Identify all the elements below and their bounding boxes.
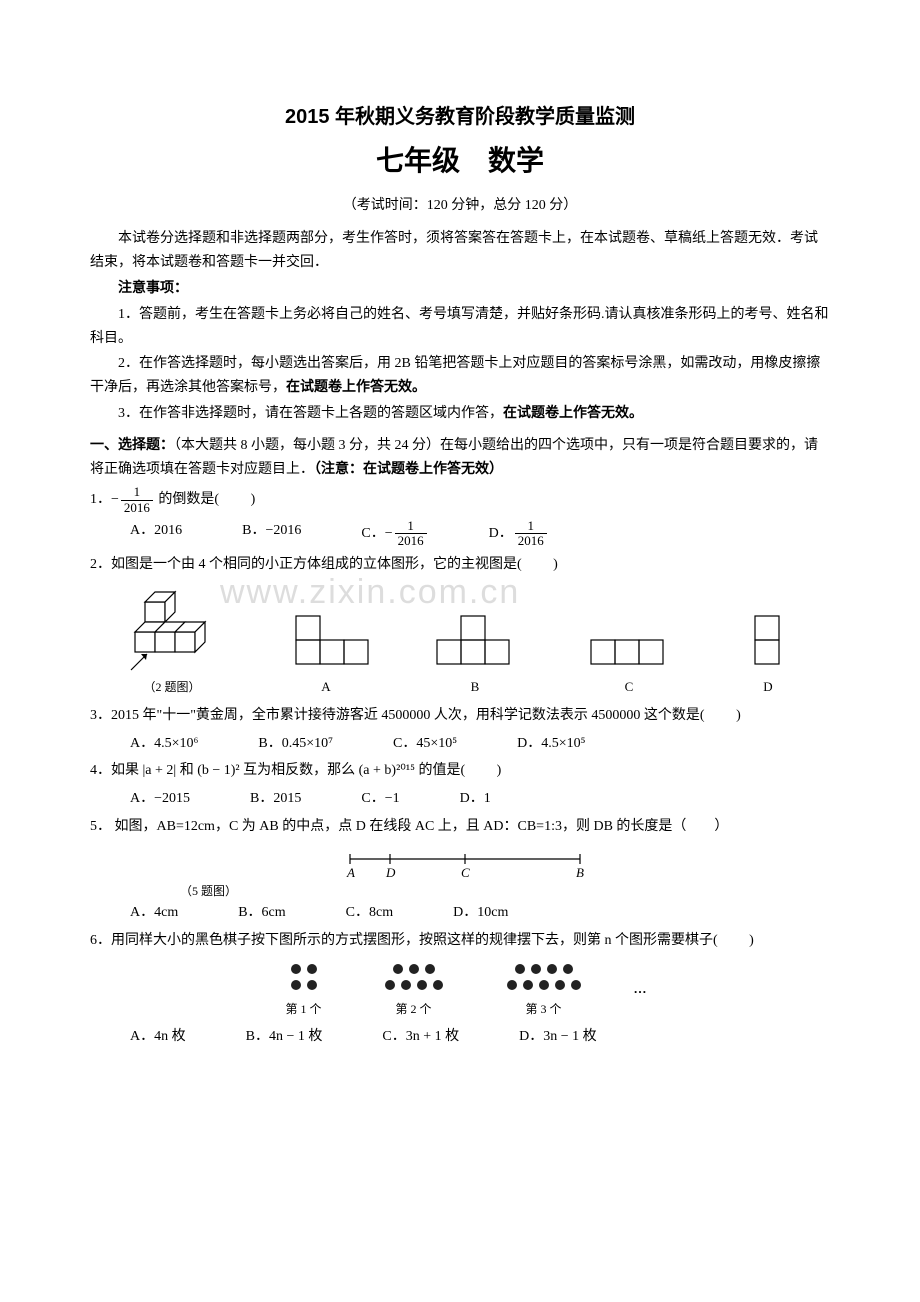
q3-opt-c: C．45×10⁵ xyxy=(393,732,457,756)
q2-figure-row: （2 题图） A B xyxy=(90,582,830,697)
instruction-1: 1．答题前，考生在答题卡上务必将自己的姓名、考号填写清楚，并贴好条形码.请认真核… xyxy=(90,303,830,351)
q6-opt-a: A．4n 枚 xyxy=(130,1025,186,1049)
svg-text:A: A xyxy=(346,865,355,879)
question-4: 4．如果 |a + 2| 和 (b − 1)² 互为相反数，那么 (a + b)… xyxy=(90,759,830,783)
q5-opt-a: A．4cm xyxy=(130,901,178,925)
q1-opt-d: D．12016 xyxy=(489,519,549,549)
view-c-icon xyxy=(579,606,679,676)
q5-opt-b: B．6cm xyxy=(238,901,285,925)
attention-header: 注意事项： xyxy=(90,277,830,301)
intro-paragraph: 本试卷分选择题和非选择题两部分，考生作答时，须将答案答在答题卡上，在本试题卷、草… xyxy=(90,227,830,275)
question-6: 6．用同样大小的黑色棋子按下图所示的方式摆图形，按照这样的规律摆下去，则第 n … xyxy=(90,929,830,953)
dots-pattern-3-icon xyxy=(494,959,594,999)
q1-opt-c: C．−12016 xyxy=(361,519,428,549)
svg-text:D: D xyxy=(385,865,396,879)
q1-stem-suffix: 的倒数是( ) xyxy=(155,492,255,507)
dots-pattern-2-icon xyxy=(374,959,454,999)
section-1-note: （注意：在试题卷上作答无效） xyxy=(314,462,503,477)
q4-opt-b: B．2015 xyxy=(250,787,301,811)
q3-opt-d: D．4.5×10⁵ xyxy=(517,732,585,756)
q4-opt-a: A．−2015 xyxy=(130,787,190,811)
question-5: 5． 如图，AB=12cm，C 为 AB 的中点，点 D 在线段 AC 上，且 … xyxy=(90,815,830,839)
q2-opt-b-fig: B xyxy=(425,606,525,698)
q4-opt-c: C．−1 xyxy=(361,787,399,811)
line-segment-icon: A D C B xyxy=(340,849,600,879)
instruction-2: 2．在作答选择题时，每小题选出答案后，用 2B 铅笔把答题卡上对应题目的答案标号… xyxy=(90,352,830,400)
q1-options: A．2016 B．−2016 C．−12016 D．12016 xyxy=(130,519,830,549)
section-1-header: 一、选择题：（本大题共 8 小题，每小题 3 分，共 24 分）在每小题给出的四… xyxy=(90,434,830,482)
q3-opt-a: A．4.5×10⁶ xyxy=(130,732,198,756)
instruction-2-text: 2．在作答选择题时，每小题选出答案后，用 2B 铅笔把答题卡上对应题目的答案标号… xyxy=(90,356,820,395)
q1-stem-prefix: 1． xyxy=(90,492,111,507)
q6-figure-row: 第 1 个 第 2 个 第 3 个 … xyxy=(90,959,830,1019)
q3-opt-b: B．0.45×10⁷ xyxy=(258,732,333,756)
dots-pattern-1-icon xyxy=(274,959,334,999)
q2-solid-figure: （2 题图） xyxy=(117,582,227,697)
q6-ellipsis: … xyxy=(634,978,647,1000)
cube-solid-icon xyxy=(117,582,227,677)
q5-options: A．4cm B．6cm C．8cm D．10cm xyxy=(130,901,830,925)
q2-opt-a-fig: A xyxy=(281,606,371,698)
exam-info: （考试时间：120 分钟，总分 120 分） xyxy=(90,194,830,218)
instruction-3-bold: 在试题卷上作答无效。 xyxy=(503,406,643,421)
q6-opt-b: B．4n − 1 枚 xyxy=(246,1025,323,1049)
q2-opt-b-label: B xyxy=(425,676,525,698)
q6-lab-1: 第 1 个 xyxy=(274,999,334,1019)
q4-options: A．−2015 B．2015 C．−1 D．1 xyxy=(130,787,830,811)
view-b-icon xyxy=(425,606,525,676)
q4-opt-d: D．1 xyxy=(460,787,491,811)
q6-opt-d: D．3n − 1 枚 xyxy=(519,1025,597,1049)
question-1: 1．−12016 的倒数是( ) xyxy=(90,485,830,515)
q5-figure: A D C B xyxy=(110,849,830,879)
q6-lab-2: 第 2 个 xyxy=(374,999,454,1019)
section-1-title: 一、选择题： xyxy=(90,438,174,453)
q6-fig-2: 第 2 个 xyxy=(374,959,454,1019)
instruction-2-bold: 在试题卷上作答无效。 xyxy=(286,380,426,395)
q2-opt-d-label: D xyxy=(733,676,803,698)
q2-opt-a-label: A xyxy=(281,676,371,698)
q6-fig-3: 第 3 个 xyxy=(494,959,594,1019)
q1-opt-b: B．−2016 xyxy=(242,519,301,549)
q6-lab-3: 第 3 个 xyxy=(494,999,594,1019)
instruction-3-text: 3．在作答非选择题时，请在答题卡上各题的答题区域内作答， xyxy=(118,406,503,421)
question-3: 3．2015 年"十一"黄金周，全市累计接待游客近 4500000 人次，用科学… xyxy=(90,704,830,728)
q1-opt-a: A．2016 xyxy=(130,519,182,549)
instruction-3: 3．在作答非选择题时，请在答题卡上各题的答题区域内作答，在试题卷上作答无效。 xyxy=(90,402,830,426)
q2-caption: （2 题图） xyxy=(117,677,227,697)
title-line-1: 2015 年秋期义务教育阶段教学质量监测 xyxy=(90,100,830,134)
q3-options: A．4.5×10⁶ B．0.45×10⁷ C．45×10⁵ D．4.5×10⁵ xyxy=(130,732,830,756)
question-2: 2．如图是一个由 4 个相同的小正方体组成的立体图形，它的主视图是( ) xyxy=(90,553,830,577)
svg-text:C: C xyxy=(461,865,470,879)
q2-opt-c-fig: C xyxy=(579,606,679,698)
q1-fraction: 12016 xyxy=(121,485,153,515)
q5-opt-c: C．8cm xyxy=(346,901,393,925)
q2-opt-c-label: C xyxy=(579,676,679,698)
view-a-icon xyxy=(281,606,371,676)
q6-fig-1: 第 1 个 xyxy=(274,959,334,1019)
view-d-icon xyxy=(733,606,803,676)
q6-options: A．4n 枚 B．4n − 1 枚 C．3n + 1 枚 D．3n − 1 枚 xyxy=(130,1025,830,1049)
title-line-2: 七年级 数学 xyxy=(90,138,830,186)
svg-text:B: B xyxy=(576,865,584,879)
q5-opt-d: D．10cm xyxy=(453,901,508,925)
q6-opt-c: C．3n + 1 枚 xyxy=(382,1025,459,1049)
q5-caption: （5 题图） xyxy=(180,881,830,901)
q2-opt-d-fig: D xyxy=(733,606,803,698)
